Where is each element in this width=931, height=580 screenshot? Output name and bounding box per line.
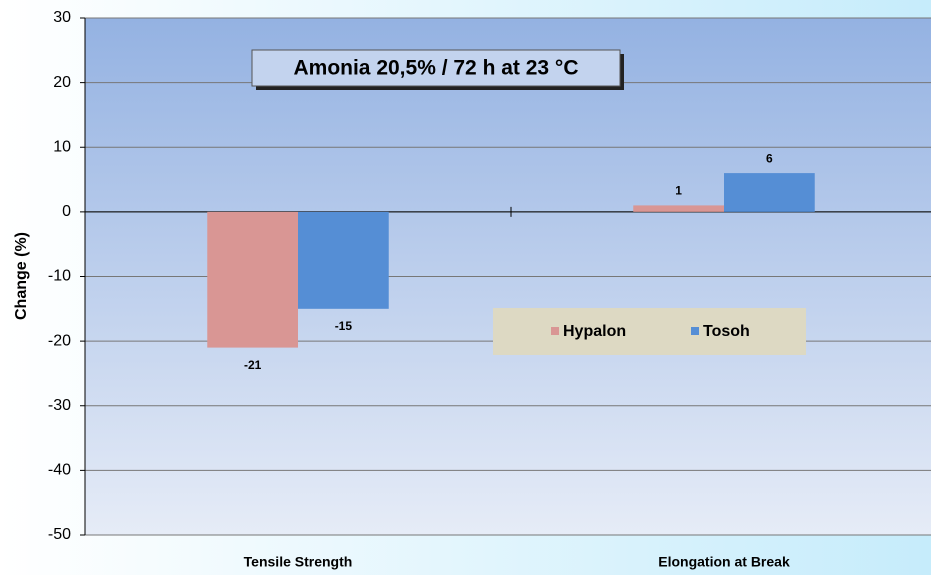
title-box — [251, 49, 621, 87]
y-tick-label: -20 — [48, 332, 71, 349]
data-label: -21 — [244, 358, 262, 372]
y-tick-label: 20 — [53, 74, 71, 91]
y-tick-label: -10 — [48, 268, 71, 285]
data-label: 1 — [675, 184, 682, 198]
data-label: 6 — [766, 151, 773, 165]
y-axis-label: Change (%) — [13, 232, 30, 320]
y-tick-label: 0 — [62, 203, 71, 220]
legend — [493, 308, 806, 355]
x-tick-label: Elongation at Break — [658, 554, 790, 570]
bar — [298, 211, 389, 309]
y-tick-label: 30 — [53, 9, 71, 26]
chart-title: Amonia 20,5% / 72 h at 23 °C — [293, 57, 578, 80]
legend-swatch — [551, 327, 559, 335]
bar — [724, 173, 815, 212]
legend-label: Tosoh — [703, 323, 750, 340]
legend-swatch — [691, 327, 699, 335]
y-tick-label: -50 — [48, 526, 71, 543]
bar — [207, 211, 298, 348]
legend-label: Hypalon — [563, 323, 626, 340]
data-label: -15 — [335, 319, 353, 333]
x-tick-label: Tensile Strength — [244, 554, 353, 570]
bar — [633, 205, 724, 212]
y-tick-label: 10 — [53, 138, 71, 155]
y-tick-label: -40 — [48, 462, 71, 479]
y-tick-label: -30 — [48, 397, 71, 414]
